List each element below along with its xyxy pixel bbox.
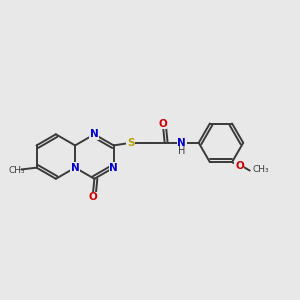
Text: CH₃: CH₃ xyxy=(253,165,269,174)
Text: N: N xyxy=(177,138,186,148)
Text: O: O xyxy=(88,192,97,203)
Text: CH₃: CH₃ xyxy=(9,166,26,175)
Text: N: N xyxy=(71,163,80,173)
Text: O: O xyxy=(235,161,244,171)
Text: O: O xyxy=(158,119,167,129)
Text: H: H xyxy=(178,146,185,156)
Text: N: N xyxy=(109,163,118,173)
Text: N: N xyxy=(90,129,99,139)
Text: S: S xyxy=(127,138,134,148)
